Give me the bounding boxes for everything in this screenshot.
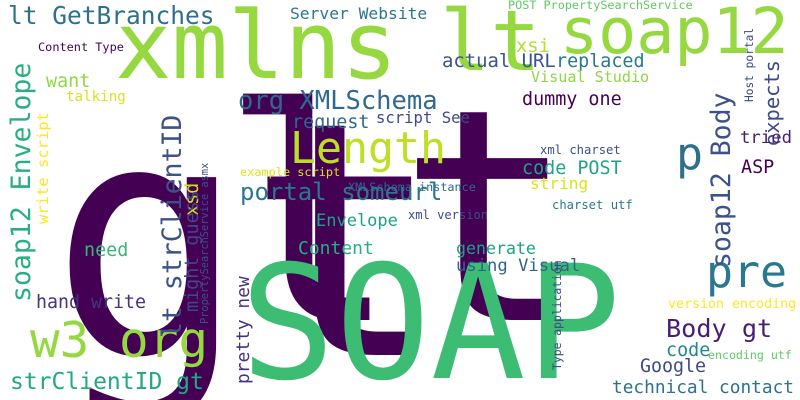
word-charset-utf: charset utf (552, 198, 633, 212)
word-need: need (84, 240, 129, 261)
word-org-xmlschema: org XMLSchema (238, 86, 438, 116)
word-xml-version: xml version (408, 208, 489, 222)
word-request: request (292, 112, 370, 133)
word-envelope: Envelope (316, 211, 398, 231)
word-xml-charset: xml charset (540, 143, 621, 157)
word-soap: SOAP (240, 232, 621, 400)
word-xmlschema-instance: XMLSchema instance (348, 180, 476, 194)
word-want: want (46, 71, 91, 92)
word-asp: ASP (741, 157, 775, 178)
word-soap12-body: soap12 Body (706, 92, 737, 269)
word-lt: lt (440, 0, 541, 90)
word-strclientid-gt: strClientID gt (10, 369, 204, 395)
word-replaced: replaced (556, 51, 645, 72)
word-using-visual: using Visual (456, 256, 581, 276)
word-script-see: script See (376, 109, 470, 127)
word-propertysearchservice-asmx: PropertySearchService asmx (199, 162, 211, 324)
word-visual-studio: Visual Studio (531, 68, 650, 86)
word-write-script: write script (34, 112, 52, 224)
word-content-type: Content Type (38, 40, 124, 54)
word-portal-someurl: portal someurl (240, 178, 443, 206)
word-tried: tried (740, 128, 793, 148)
word-encoding-utf: encoding utf (708, 348, 792, 362)
word-google: Google (640, 356, 707, 377)
word-talking: talking (66, 89, 126, 105)
word-generate: generate (456, 239, 536, 258)
word-soap12: soap12 (560, 0, 789, 68)
word-host-portal: Host portal (743, 27, 756, 102)
word-code: code (666, 340, 711, 361)
word-server-website: Server Website (290, 4, 428, 23)
word-post-propertysearchservice: POST PropertySearchService (508, 0, 693, 12)
word-version-encoding: version encoding (668, 297, 797, 312)
word-gt: gt (50, 53, 444, 400)
word-string: string (530, 174, 589, 193)
word-lt-getbranches: lt GetBranches (8, 1, 215, 30)
word-lt: lt (220, 45, 577, 390)
word-technical-contact: technical contact (612, 377, 794, 398)
word-xmlns: xmlns (115, 0, 398, 101)
word-length: Length (290, 124, 447, 174)
word-dummy-one: dummy one (522, 89, 622, 110)
word-code-post: code POST (522, 158, 622, 179)
word-pre: pre (706, 245, 788, 298)
word-p: p (676, 127, 704, 180)
word-hand-write: hand write (36, 292, 147, 313)
word-soap12-envelope: soap12 Envelope (6, 62, 37, 302)
word-type-application: Type application (550, 260, 564, 370)
word-actual-url: actual URL (442, 50, 556, 72)
word-xsi: xsi (516, 36, 550, 57)
word-w3-org: w3 org (30, 311, 209, 369)
word-pretty-new: pretty new (233, 276, 254, 384)
word-example-script: example script (240, 165, 341, 179)
word-content: Content (298, 238, 374, 259)
word-body-gt: Body gt (666, 314, 773, 343)
